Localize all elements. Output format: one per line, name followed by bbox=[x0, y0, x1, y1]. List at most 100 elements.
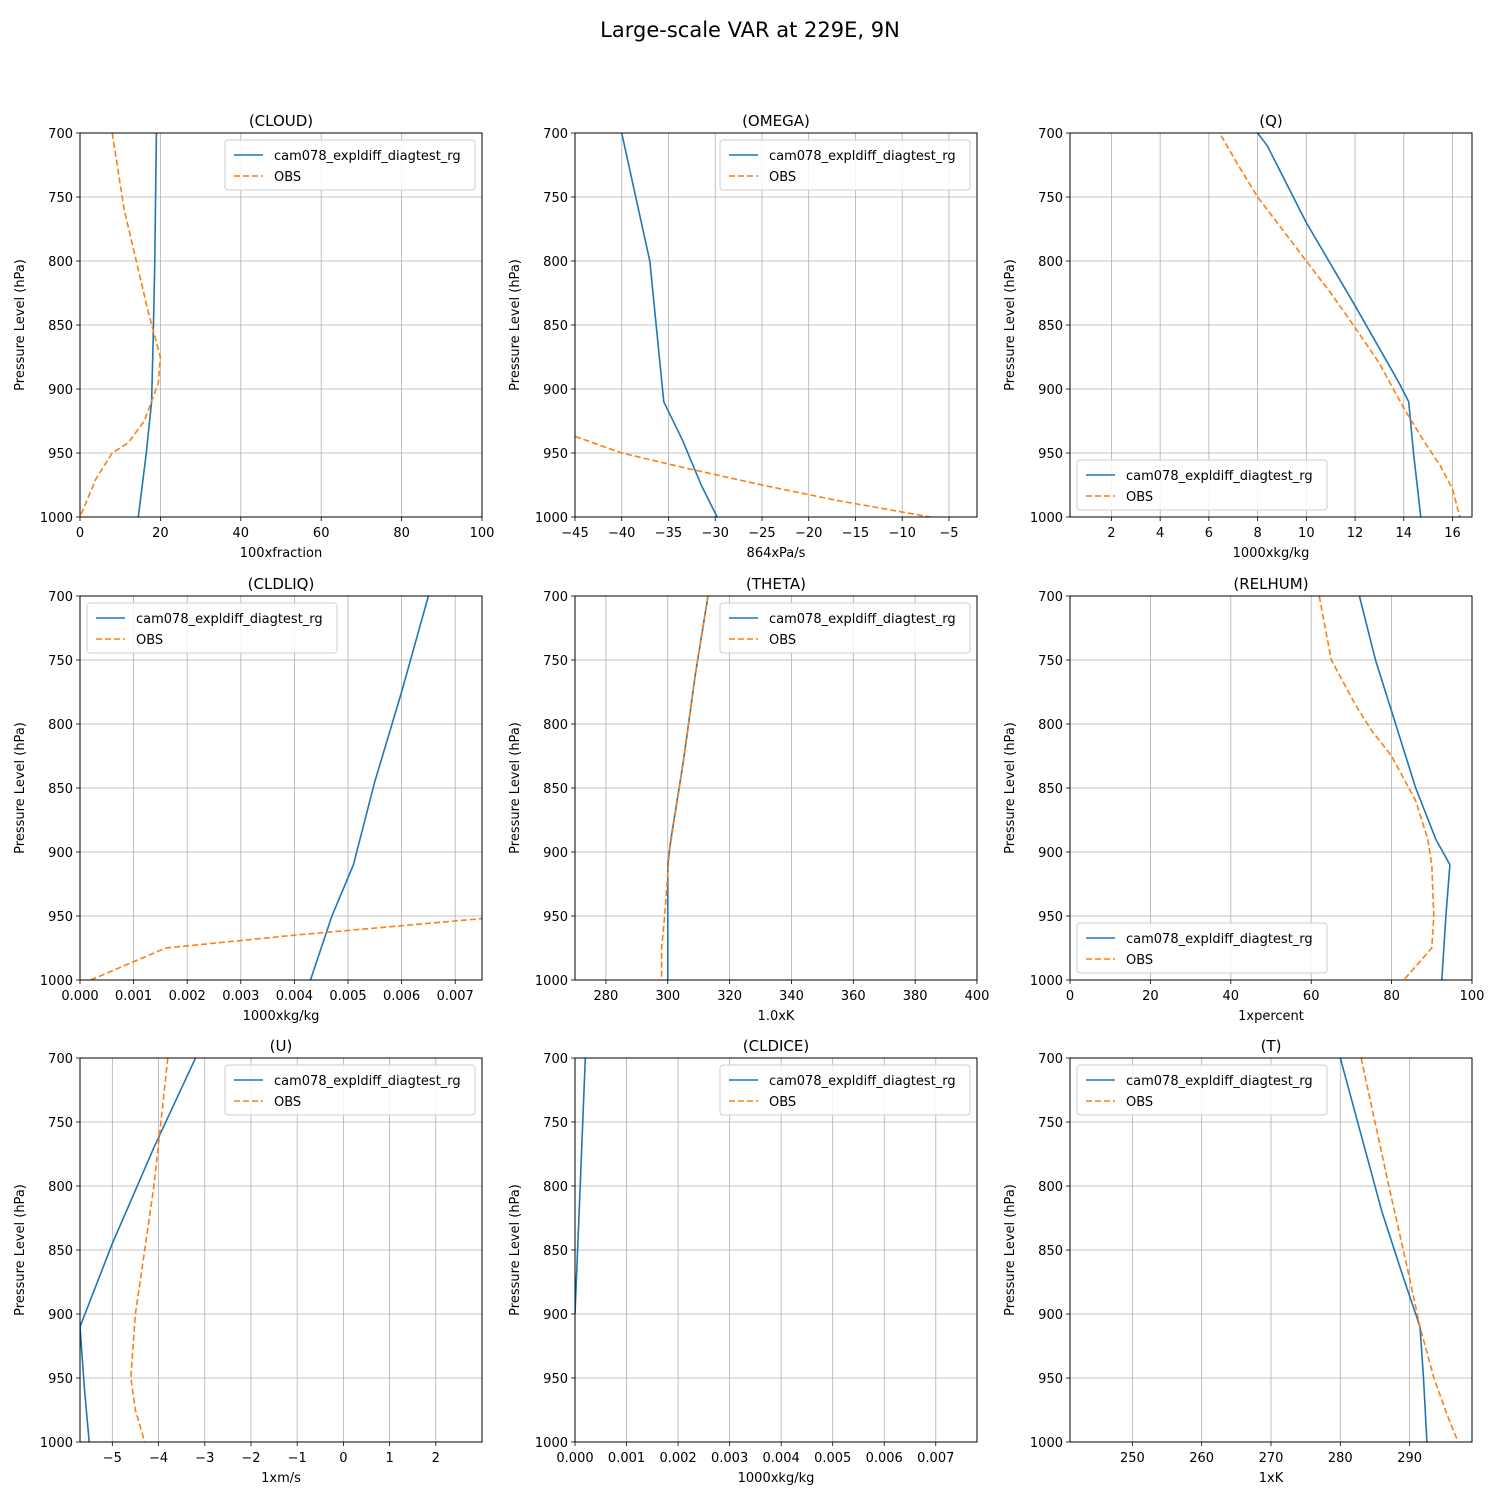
y-tick-label: 700 bbox=[1038, 1052, 1063, 1067]
y-tick-label: 950 bbox=[543, 1372, 568, 1387]
axes-frame bbox=[79, 132, 483, 518]
x-tick-label: −20 bbox=[795, 526, 822, 541]
x-tick-label: 80 bbox=[393, 526, 410, 541]
x-tick-label: 0.003 bbox=[711, 1451, 748, 1466]
y-tick-label: 1000 bbox=[1030, 974, 1063, 989]
chart-title: (OMEGA) bbox=[742, 112, 810, 130]
x-tick-label: −40 bbox=[608, 526, 635, 541]
x-tick-label: 0.002 bbox=[659, 1451, 696, 1466]
x-tick-label: 40 bbox=[233, 526, 250, 541]
x-tick-label: 2 bbox=[432, 1451, 440, 1466]
y-tick-label: 750 bbox=[1038, 191, 1063, 206]
y-tick-label: 1000 bbox=[1030, 1436, 1063, 1451]
series-line-model bbox=[137, 133, 158, 517]
y-tick-label: 750 bbox=[48, 654, 73, 669]
x-tick-label: 340 bbox=[779, 989, 804, 1004]
x-tick-label: 300 bbox=[655, 989, 680, 1004]
series-line-obs bbox=[660, 596, 709, 980]
y-tick-label: 1000 bbox=[1030, 511, 1063, 526]
chart-panel-9: 250 260 270 280 290 700 750 800 850 900 950 1000 (T)… bbox=[1003, 1037, 1473, 1486]
y-tick-label: 1000 bbox=[535, 1436, 568, 1451]
y-tick-label: 1000 bbox=[535, 974, 568, 989]
legend-box bbox=[1076, 922, 1328, 974]
legend-label: cam078_expldiff_diagtest_rg bbox=[1126, 1074, 1313, 1089]
legend-label: OBS bbox=[136, 633, 163, 648]
series-line-obs bbox=[130, 1058, 169, 1442]
series-line-model bbox=[1256, 133, 1422, 517]
chart-panel-7: −5 −4 −3 −2 −1 0 1 2 700 750 800 850 900 950 1000 (U) 1x… bbox=[13, 1037, 483, 1486]
x-tick-label: 400 bbox=[965, 989, 990, 1004]
legend-box bbox=[719, 139, 971, 191]
x-tick-label: 1 bbox=[385, 1451, 393, 1466]
y-axis-label: Pressure Level (hPa) bbox=[1003, 722, 1018, 854]
y-tick-label: 700 bbox=[1038, 590, 1063, 605]
x-tick-label: 0.006 bbox=[866, 1451, 903, 1466]
y-tick-label: 900 bbox=[1038, 383, 1063, 398]
x-tick-label: 40 bbox=[1223, 989, 1240, 1004]
y-axis-label: Pressure Level (hPa) bbox=[508, 722, 523, 854]
series-line-obs bbox=[80, 133, 162, 517]
y-tick-label: 950 bbox=[48, 447, 73, 462]
chart-panel-8: 0.000 0.001 0.002 0.003 0.004 0.005 0.006 0.007… bbox=[508, 1037, 978, 1486]
x-axis-label: 1xpercent bbox=[1238, 1009, 1304, 1024]
y-tick-label: 900 bbox=[48, 1308, 73, 1323]
series-line-model bbox=[80, 1058, 197, 1442]
y-tick-label: 700 bbox=[543, 127, 568, 142]
x-tick-label: 290 bbox=[1397, 1451, 1422, 1466]
y-tick-label: 900 bbox=[543, 1308, 568, 1323]
x-tick-label: 6 bbox=[1205, 526, 1213, 541]
x-tick-label: −25 bbox=[748, 526, 775, 541]
y-tick-label: 900 bbox=[1038, 846, 1063, 861]
y-tick-label: 750 bbox=[543, 191, 568, 206]
y-tick-label: 850 bbox=[1038, 1244, 1063, 1259]
x-axis-label: 1xK bbox=[1259, 1471, 1284, 1486]
x-tick-label: 0.006 bbox=[383, 989, 420, 1004]
x-axis-label: 1000xkg/kg bbox=[243, 1009, 320, 1024]
y-tick-label: 850 bbox=[48, 1244, 73, 1259]
y-tick-label: 850 bbox=[48, 319, 73, 334]
y-tick-label: 800 bbox=[48, 718, 73, 733]
x-tick-label: 12 bbox=[1347, 526, 1364, 541]
y-axis-label: Pressure Level (hPa) bbox=[13, 1184, 28, 1316]
legend-label: cam078_expldiff_diagtest_rg bbox=[769, 612, 956, 627]
y-tick-label: 950 bbox=[48, 910, 73, 925]
series-line-obs bbox=[90, 917, 482, 980]
legend-label: OBS bbox=[1126, 490, 1153, 505]
x-tick-label: 260 bbox=[1189, 1451, 1214, 1466]
x-tick-label: −35 bbox=[655, 526, 682, 541]
x-tick-label: 60 bbox=[313, 526, 330, 541]
x-tick-label: 4 bbox=[1156, 526, 1164, 541]
legend-box bbox=[719, 1064, 971, 1116]
series-line-obs bbox=[1220, 135, 1461, 517]
y-tick-label: 800 bbox=[543, 718, 568, 733]
chart-title: (Q) bbox=[1259, 112, 1283, 130]
x-tick-label: −3 bbox=[195, 1451, 214, 1466]
x-axis-label: 1000xkg/kg bbox=[738, 1471, 815, 1486]
x-tick-label: 0.005 bbox=[814, 1451, 851, 1466]
x-tick-label: 320 bbox=[717, 989, 742, 1004]
chart-title: (CLDLIQ) bbox=[248, 575, 315, 593]
legend-box bbox=[224, 139, 476, 191]
y-tick-label: 700 bbox=[48, 127, 73, 142]
x-tick-label: 0.002 bbox=[169, 989, 206, 1004]
x-tick-label: 20 bbox=[1142, 989, 1159, 1004]
y-tick-label: 750 bbox=[48, 1116, 73, 1131]
x-tick-label: −5 bbox=[103, 1451, 122, 1466]
y-tick-label: 700 bbox=[48, 1052, 73, 1067]
y-tick-label: 800 bbox=[543, 1180, 568, 1195]
chart-title: (CLDICE) bbox=[743, 1037, 809, 1055]
chart-title: (U) bbox=[270, 1037, 293, 1055]
y-tick-label: 800 bbox=[48, 255, 73, 270]
legend-box bbox=[719, 602, 971, 654]
legend-label: cam078_expldiff_diagtest_rg bbox=[274, 149, 461, 164]
y-tick-label: 700 bbox=[48, 590, 73, 605]
x-tick-label: 0 bbox=[339, 1451, 347, 1466]
x-tick-label: 20 bbox=[152, 526, 169, 541]
y-tick-label: 750 bbox=[1038, 1116, 1063, 1131]
x-axis-label: 1.0xK bbox=[758, 1009, 795, 1024]
y-tick-label: 850 bbox=[543, 319, 568, 334]
legend-label: OBS bbox=[769, 633, 796, 648]
legend-label: cam078_expldiff_diagtest_rg bbox=[1126, 932, 1313, 947]
series-line-obs bbox=[1360, 1058, 1459, 1442]
x-tick-label: 280 bbox=[1328, 1451, 1353, 1466]
